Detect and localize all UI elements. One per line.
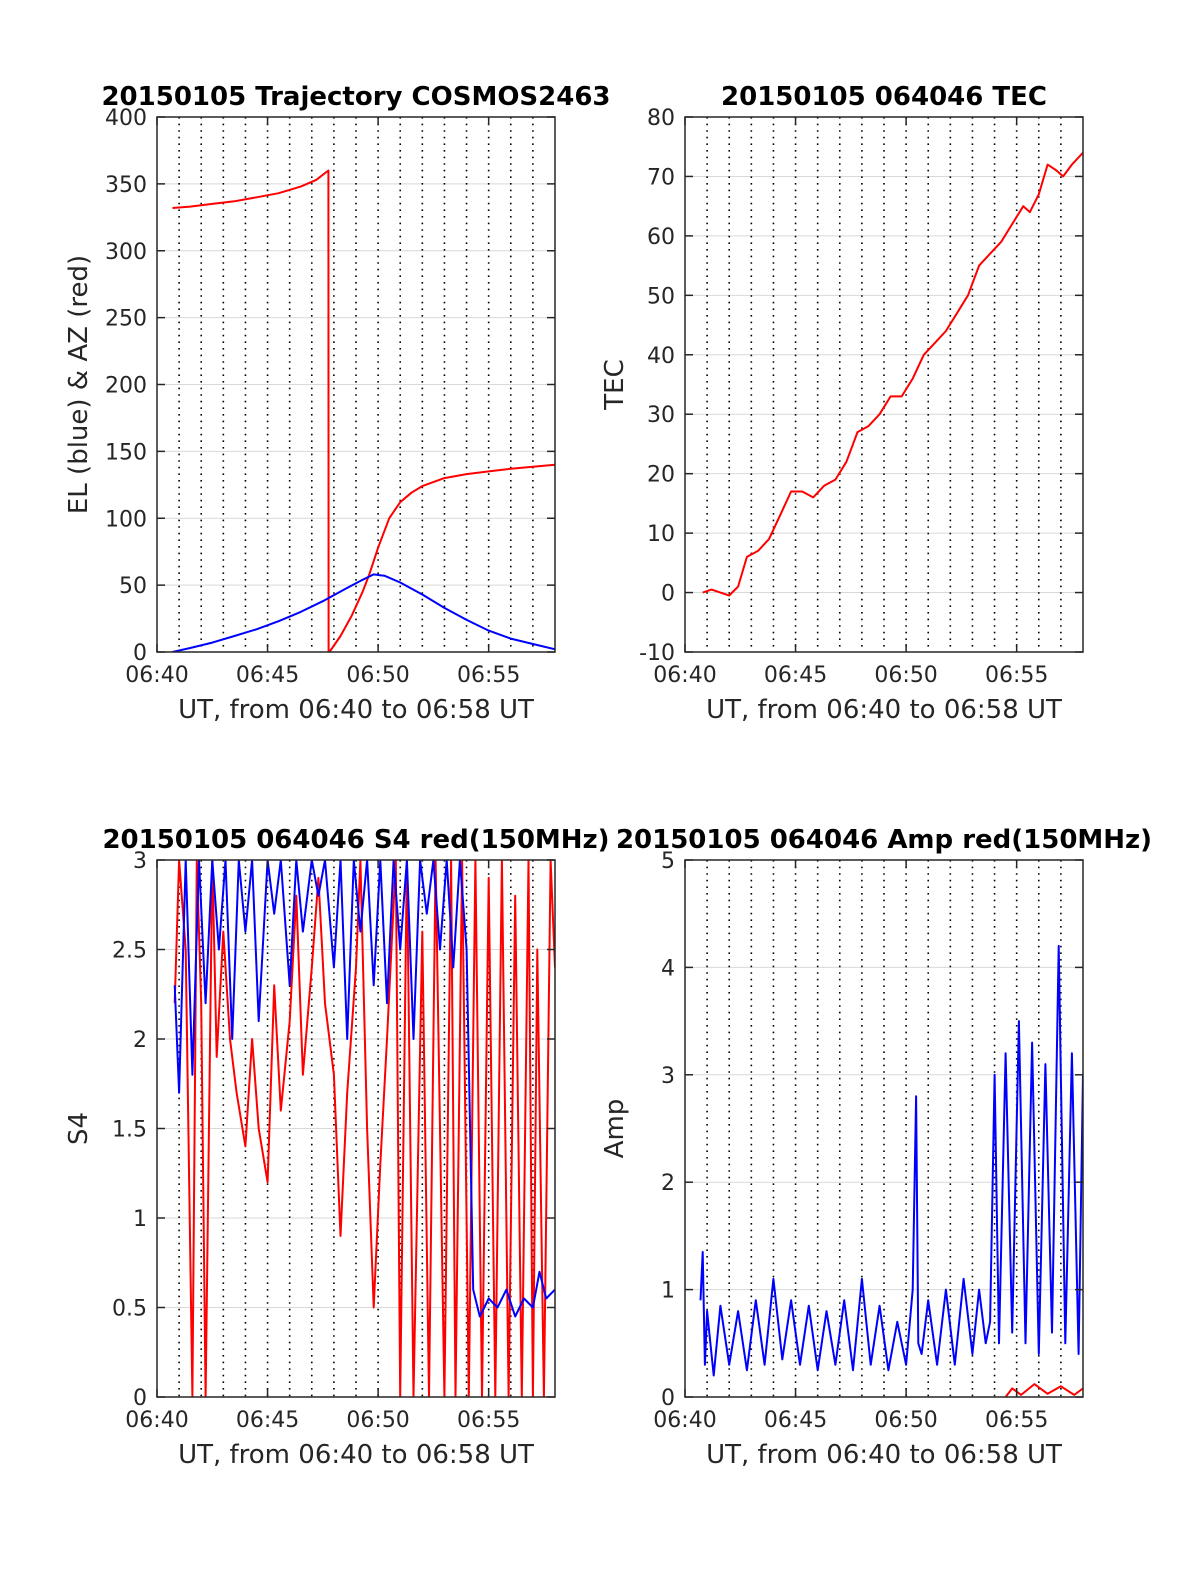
x-axis-label: UT, from 06:40 to 06:58 UT — [178, 695, 534, 725]
y-axis-label: S4 — [64, 1112, 94, 1145]
y-tick-label: 1.5 — [112, 1118, 147, 1143]
y-tick-label: 0 — [133, 1386, 147, 1411]
y-tick-label: 30 — [647, 403, 675, 428]
y-tick-label: 400 — [105, 106, 147, 131]
x-tick-label: 06:55 — [985, 1408, 1048, 1433]
x-tick-label: 06:55 — [985, 663, 1048, 688]
chart-title: 20150105 064046 Amp red(150MHz) — [616, 825, 1152, 855]
x-tick-label: 06:50 — [874, 1408, 937, 1433]
y-tick-label: 2.5 — [112, 939, 147, 964]
x-tick-label: 06:40 — [125, 663, 188, 688]
x-tick-label: 06:50 — [346, 1408, 409, 1433]
y-tick-label: -10 — [639, 641, 675, 666]
x-tick-label: 06:50 — [874, 663, 937, 688]
y-tick-label: 2 — [133, 1028, 147, 1053]
x-tick-label: 06:45 — [236, 1408, 299, 1433]
y-tick-label: 100 — [105, 507, 147, 532]
y-axis-label: TEC — [600, 359, 630, 410]
y-tick-label: 50 — [647, 284, 675, 309]
series-line-red — [702, 152, 1083, 597]
axes-box — [684, 859, 1084, 1398]
y-tick-label: 1 — [661, 1279, 675, 1304]
subplot-s4: 0 0.5 1 1.5 2 2.5 3 06:40 06:45 06:50 06:55 UT, fro… — [64, 825, 610, 1470]
y-tick-label: 3 — [133, 849, 147, 874]
x-tick-label: 06:40 — [125, 1408, 188, 1433]
y-tick-label: 80 — [647, 106, 675, 131]
chart-title: 20150105 064046 S4 red(150MHz) — [102, 825, 609, 855]
x-axis-label: UT, from 06:40 to 06:58 UT — [178, 1440, 534, 1470]
subplot-tec: -10 0 10 20 30 40 50 60 70 80 06:40 06:45 06:50 06:55… — [600, 82, 1084, 725]
y-tick-label: 0.5 — [112, 1297, 147, 1322]
x-tick-label: 06:40 — [653, 663, 716, 688]
series-line-blue — [173, 860, 555, 1318]
y-tick-label: 0 — [661, 1386, 675, 1411]
y-axis-label: EL (blue) & AZ (red) — [64, 255, 94, 514]
y-tick-label: 50 — [119, 574, 147, 599]
series-line-blue — [172, 573, 555, 652]
y-tick-label: 0 — [133, 641, 147, 666]
y-tick-label: 300 — [105, 240, 147, 265]
subplot-amp: 0 1 2 3 4 5 06:40 06:45 06:50 06:55 UT, from 06:40… — [600, 825, 1152, 1470]
y-tick-label: 3 — [661, 1064, 675, 1089]
y-tick-label: 4 — [661, 956, 675, 981]
x-tick-label: 06:40 — [653, 1408, 716, 1433]
chart-title: 20150105 Trajectory COSMOS2463 — [101, 82, 610, 112]
y-tick-label: 250 — [105, 307, 147, 332]
y-tick-label: 0 — [661, 582, 675, 607]
y-tick-label: 150 — [105, 440, 147, 465]
x-tick-label: 06:50 — [346, 663, 409, 688]
y-tick-label: 1 — [133, 1207, 147, 1232]
series-line-blue — [699, 944, 1083, 1377]
y-tick-label: 200 — [105, 374, 147, 399]
y-axis-label: Amp — [600, 1099, 630, 1159]
x-tick-label: 06:45 — [236, 663, 299, 688]
y-tick-label: 2 — [661, 1171, 675, 1196]
plot-area — [685, 117, 1083, 652]
x-tick-label: 06:45 — [764, 1408, 827, 1433]
x-tick-label: 06:55 — [457, 663, 520, 688]
y-tick-label: 20 — [647, 463, 675, 488]
y-tick-label: 350 — [105, 173, 147, 198]
series-line-red — [172, 169, 555, 652]
y-tick-label: 10 — [647, 522, 675, 547]
x-axis-label: UT, from 06:40 to 06:58 UT — [706, 695, 1062, 725]
x-tick-label: 06:45 — [764, 663, 827, 688]
series-line-red — [173, 860, 555, 1397]
x-axis-label: UT, from 06:40 to 06:58 UT — [706, 1440, 1062, 1470]
y-tick-label: 60 — [647, 225, 675, 250]
series-line-red — [1004, 1383, 1083, 1397]
y-tick-label: 5 — [661, 849, 675, 874]
y-tick-label: 70 — [647, 165, 675, 190]
x-tick-label: 06:55 — [457, 1408, 520, 1433]
chart-title: 20150105 064046 TEC — [721, 82, 1047, 112]
axes-box — [684, 116, 1084, 653]
y-tick-label: 40 — [647, 344, 675, 369]
subplot-trajectory: 0 50 100 150 200 250 300 350 400 06:40 06:45 06:50 0… — [64, 82, 611, 725]
